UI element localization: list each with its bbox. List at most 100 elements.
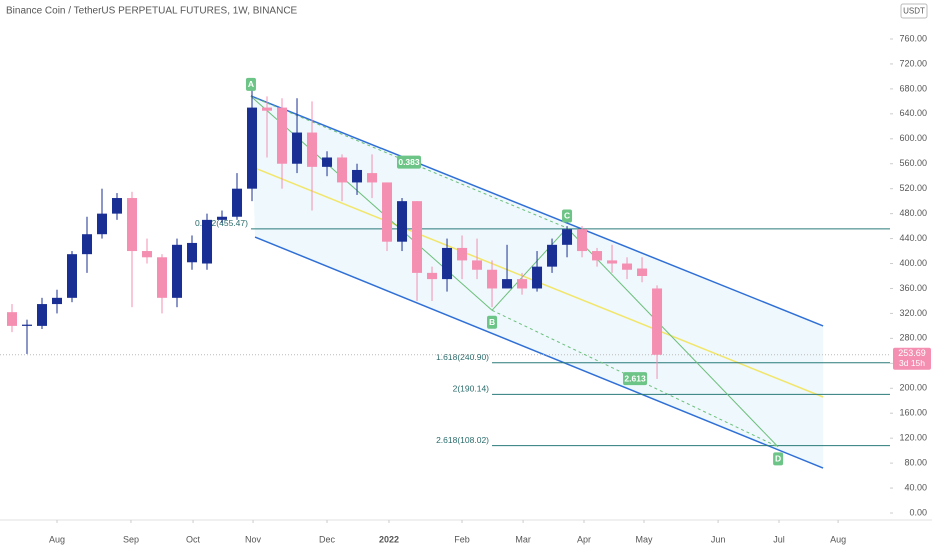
pattern-line — [566, 227, 779, 448]
x-tick-label: Sep — [123, 534, 139, 544]
candle-body — [562, 229, 573, 245]
y-tick-label: 80.00 — [904, 457, 927, 467]
y-tick-label: 720.00 — [899, 58, 927, 68]
pattern-point-bg — [245, 77, 256, 91]
x-tick-label: 2022 — [379, 534, 399, 544]
y-tick-label: 0.00 — [909, 507, 927, 517]
candle-body — [67, 254, 78, 298]
fib-label: 1.618(240.90) — [436, 352, 489, 362]
y-tick-label: 600.00 — [899, 133, 927, 143]
candle-body — [517, 279, 528, 289]
pattern-line — [491, 227, 568, 311]
x-tick-label: Oct — [186, 534, 201, 544]
x-tick-label: Mar — [515, 534, 531, 544]
candle-body — [442, 247, 453, 280]
pattern-ratio: 0.383 — [396, 155, 421, 169]
channel-upper — [250, 95, 824, 327]
y-tick-label: 40.00 — [904, 482, 927, 492]
pattern-ratio: 2.613 — [623, 372, 648, 386]
candle-body — [262, 107, 273, 111]
pattern-point-text: C — [564, 211, 570, 221]
candle-body — [187, 242, 198, 263]
y-tick-label: 520.00 — [899, 183, 927, 193]
candle-body — [307, 132, 318, 167]
y-tick-label: 160.00 — [899, 408, 927, 418]
last-price-tag — [893, 347, 931, 370]
chart-title: Binance Coin / TetherUS PERPETUAL FUTURE… — [6, 6, 298, 17]
candle-body — [637, 268, 648, 276]
candle-body — [52, 297, 63, 305]
candle-body — [622, 263, 633, 270]
y-tick-label: 760.00 — [899, 33, 927, 43]
candle-body — [7, 312, 18, 326]
y-tick-label: 120.00 — [899, 433, 927, 443]
y-tick-label: 440.00 — [899, 233, 927, 243]
candle-body — [502, 279, 513, 289]
candle-body — [487, 269, 498, 289]
candle-body — [172, 244, 183, 298]
y-tick-label: 320.00 — [899, 308, 927, 318]
pattern-point-text: B — [489, 317, 495, 327]
candle-body — [547, 244, 558, 267]
candle-body — [277, 107, 288, 164]
currency: USDT — [903, 7, 925, 16]
pattern-ratio-text: 2.613 — [624, 373, 646, 383]
x-tick-label: May — [635, 534, 653, 544]
currency-badge — [900, 3, 928, 19]
x-tick-label: Feb — [454, 534, 470, 544]
candle-body — [427, 272, 438, 280]
candle-body — [457, 247, 468, 261]
y-tick-label: 680.00 — [899, 83, 927, 93]
pattern-point-bg — [487, 315, 498, 329]
candle-body — [232, 188, 243, 217]
y-tick-label: 640.00 — [899, 108, 927, 118]
plot: 0.382(455.47) 1.618(240.90) 2(190.14) 2.618… — [0, 77, 890, 469]
y-tick-label: 200.00 — [899, 383, 927, 393]
candle-body — [322, 157, 333, 167]
x-tick-label: Aug — [830, 534, 846, 544]
candle-body — [142, 251, 153, 258]
candle-body — [367, 173, 378, 183]
pattern-point: C — [562, 209, 573, 223]
candle-body — [112, 198, 123, 214]
candle-body — [37, 304, 48, 326]
candle-body — [382, 182, 393, 242]
candle-body — [607, 260, 618, 264]
fib-label: 2(190.14) — [453, 384, 490, 394]
pattern-ratio-bg — [623, 372, 648, 386]
y-tick-label: 560.00 — [899, 158, 927, 168]
y-tick-label: 360.00 — [899, 283, 927, 293]
pattern-point: A — [245, 77, 256, 91]
fib-label: 0.382(455.47) — [195, 218, 248, 228]
candle-body — [217, 216, 228, 220]
candle-body — [652, 288, 663, 355]
pattern-point-text: A — [248, 79, 254, 89]
candle-body — [22, 324, 33, 326]
y-tick-label: 280.00 — [899, 333, 927, 343]
fib-label: 2.618(108.02) — [436, 435, 489, 445]
price-axis-bg — [890, 0, 932, 550]
y-tick-label: 400.00 — [899, 258, 927, 268]
candle-body — [472, 260, 483, 270]
channel-lower — [254, 236, 824, 469]
x-tick-label: Nov — [245, 534, 262, 544]
candle-body — [127, 198, 138, 252]
candle-body — [292, 132, 303, 164]
x-tick-label: Jun — [711, 534, 726, 544]
pattern-point: D — [773, 452, 784, 466]
candle-body — [397, 201, 408, 242]
countdown-label: 3d 15h — [899, 358, 925, 368]
pattern-point: B — [487, 315, 498, 329]
candle-body — [577, 229, 588, 252]
candle-body — [82, 234, 93, 255]
candle-body — [532, 266, 543, 289]
candle-body — [247, 107, 258, 189]
pattern-ratio-bg — [396, 155, 421, 169]
candle-body — [592, 251, 603, 261]
candle-body — [352, 169, 363, 183]
last-price-label: 253.69 — [898, 348, 926, 358]
candle-body — [337, 157, 348, 183]
x-tick-label: Apr — [577, 534, 591, 544]
